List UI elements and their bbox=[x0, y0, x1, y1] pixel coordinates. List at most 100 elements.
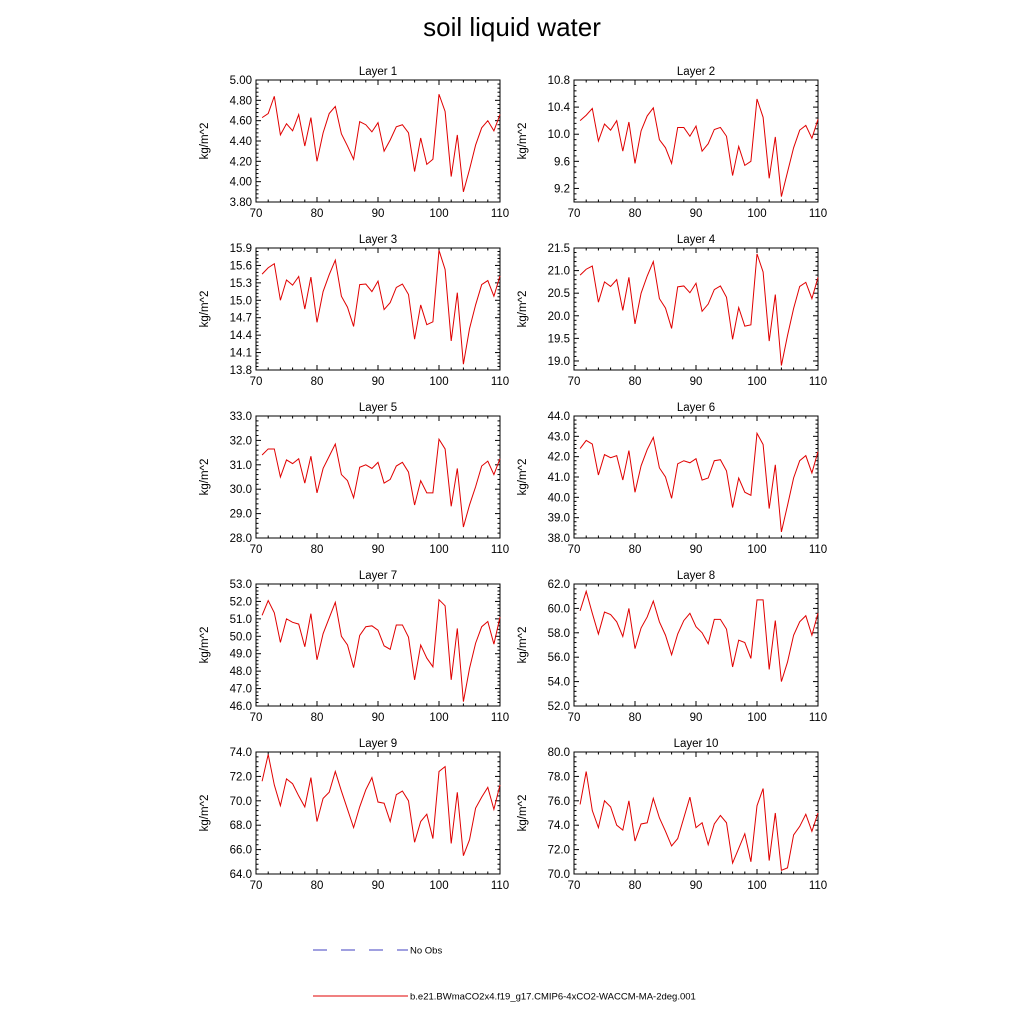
y-tick-label: 48.0 bbox=[230, 666, 252, 678]
series-line bbox=[579, 253, 819, 366]
chart-panel: Layer 4 70 80 90 100 110 19.0 19.5 20.0 20.5 21.0 2… bbox=[517, 234, 827, 388]
x-tick-label: 100 bbox=[747, 544, 766, 556]
y-tick-label: 43.0 bbox=[548, 431, 570, 443]
series-line bbox=[579, 589, 819, 682]
y-tick-label: 60.0 bbox=[548, 603, 570, 615]
legend-label: b.e21.BWmaCO2x4.f19_g17.CMIP6-4xCO2-WACC… bbox=[410, 992, 696, 1003]
x-tick-label: 70 bbox=[568, 544, 581, 556]
series-line bbox=[261, 754, 501, 856]
x-tick-label: 80 bbox=[311, 376, 324, 388]
y-tick-label: 32.0 bbox=[230, 435, 252, 447]
y-tick-label: 51.0 bbox=[230, 614, 252, 626]
y-tick-label: 15.0 bbox=[230, 295, 252, 307]
panel-title: Layer 2 bbox=[677, 66, 715, 78]
y-tick-label: 42.0 bbox=[548, 452, 570, 464]
y-tick-label: 4.20 bbox=[230, 156, 252, 168]
x-tick-label: 100 bbox=[429, 712, 448, 724]
y-tick-label: 33.0 bbox=[230, 411, 252, 423]
panel-title: Layer 9 bbox=[359, 738, 397, 750]
y-tick-label: 4.60 bbox=[230, 116, 252, 128]
y-tick-label: 72.0 bbox=[548, 845, 570, 857]
x-tick-label: 80 bbox=[629, 712, 642, 724]
plot-frame bbox=[573, 751, 819, 875]
chart-panel: Layer 3 70 80 90 100 110 13.8 14.1 14.4 14.7 15.0 1… bbox=[199, 234, 509, 388]
y-tick-label: 62.0 bbox=[548, 579, 570, 591]
series-line bbox=[261, 250, 501, 365]
y-tick-label: 76.0 bbox=[548, 796, 570, 808]
y-tick-label: 15.3 bbox=[230, 278, 252, 290]
y-tick-label: 19.5 bbox=[548, 333, 570, 345]
x-tick-label: 70 bbox=[250, 376, 263, 388]
chart-panel: Layer 9 70 80 90 100 110 64.0 66.0 68.0 70.0 72.0 7… bbox=[199, 738, 509, 892]
panel-title: Layer 10 bbox=[674, 738, 719, 750]
chart-panel: Layer 8 70 80 90 100 110 52.0 54.0 56.0 58.0 60.0 6… bbox=[517, 570, 827, 724]
x-tick-label: 110 bbox=[809, 376, 827, 388]
y-tick-label: 47.0 bbox=[230, 684, 252, 696]
x-tick-label: 100 bbox=[747, 376, 766, 388]
chart-panel: Layer 7 70 80 90 100 110 46.0 47.0 48.0 49.0 50.0 5… bbox=[199, 570, 509, 724]
y-axis-label: kg/m^2 bbox=[517, 795, 529, 832]
x-tick-label: 90 bbox=[372, 880, 385, 892]
y-tick-label: 4.80 bbox=[230, 95, 252, 107]
x-tick-label: 90 bbox=[372, 208, 385, 220]
chart-panel: Layer 10 70 80 90 100 110 70.0 72.0 74.0 76.0 78.0… bbox=[517, 738, 827, 892]
x-tick-label: 100 bbox=[747, 880, 766, 892]
series-line bbox=[579, 771, 819, 872]
plot-frame bbox=[255, 583, 501, 707]
y-tick-label: 74.0 bbox=[548, 820, 570, 832]
y-axis-label: kg/m^2 bbox=[199, 291, 211, 328]
y-axis-label: kg/m^2 bbox=[199, 627, 211, 664]
y-tick-label: 14.4 bbox=[230, 330, 253, 342]
x-tick-label: 80 bbox=[311, 880, 324, 892]
x-tick-label: 70 bbox=[568, 712, 581, 724]
series-line bbox=[579, 431, 819, 533]
y-tick-label: 53.0 bbox=[230, 579, 252, 591]
y-tick-label: 15.6 bbox=[230, 260, 252, 272]
y-tick-label: 74.0 bbox=[230, 747, 252, 759]
panel-title: Layer 1 bbox=[359, 66, 397, 78]
x-tick-label: 70 bbox=[250, 880, 263, 892]
x-tick-label: 110 bbox=[491, 376, 509, 388]
plot-frame bbox=[255, 415, 501, 539]
x-tick-label: 90 bbox=[690, 712, 703, 724]
y-tick-label: 20.5 bbox=[548, 288, 570, 300]
y-tick-label: 13.8 bbox=[230, 365, 252, 377]
y-tick-label: 20.0 bbox=[548, 311, 570, 323]
x-tick-label: 80 bbox=[311, 208, 324, 220]
panel-title: Layer 6 bbox=[677, 402, 715, 414]
x-tick-label: 70 bbox=[568, 880, 581, 892]
y-tick-label: 10.0 bbox=[548, 129, 570, 141]
y-tick-label: 40.0 bbox=[548, 492, 570, 504]
x-tick-label: 90 bbox=[372, 712, 385, 724]
y-tick-label: 56.0 bbox=[548, 652, 570, 664]
x-tick-label: 80 bbox=[311, 544, 324, 556]
y-tick-label: 9.2 bbox=[554, 183, 570, 195]
x-tick-label: 100 bbox=[429, 880, 448, 892]
y-tick-label: 30.0 bbox=[230, 484, 252, 496]
y-tick-label: 44.0 bbox=[548, 411, 570, 423]
x-tick-label: 100 bbox=[429, 208, 448, 220]
y-tick-label: 10.8 bbox=[548, 75, 570, 87]
x-tick-label: 110 bbox=[809, 544, 827, 556]
y-tick-label: 3.80 bbox=[230, 197, 252, 209]
y-tick-label: 52.0 bbox=[548, 701, 570, 713]
y-tick-label: 49.0 bbox=[230, 649, 252, 661]
x-tick-label: 110 bbox=[491, 208, 509, 220]
x-tick-label: 80 bbox=[629, 376, 642, 388]
y-tick-label: 4.00 bbox=[230, 177, 252, 189]
y-tick-label: 28.0 bbox=[230, 533, 252, 545]
x-tick-label: 80 bbox=[311, 712, 324, 724]
y-axis-label: kg/m^2 bbox=[517, 291, 529, 328]
y-tick-label: 31.0 bbox=[230, 460, 252, 472]
x-tick-label: 100 bbox=[429, 544, 448, 556]
y-tick-label: 50.0 bbox=[230, 631, 252, 643]
y-tick-label: 29.0 bbox=[230, 509, 252, 521]
y-tick-label: 52.0 bbox=[230, 596, 252, 608]
x-tick-label: 70 bbox=[250, 712, 263, 724]
y-tick-label: 38.0 bbox=[548, 533, 570, 545]
x-tick-label: 70 bbox=[250, 208, 263, 220]
x-tick-label: 100 bbox=[429, 376, 448, 388]
chart-panel: Layer 2 70 80 90 100 110 9.2 9.6 10.0 10.4 10.8 kg/… bbox=[517, 66, 827, 220]
x-tick-label: 70 bbox=[568, 208, 581, 220]
y-axis-label: kg/m^2 bbox=[199, 123, 211, 160]
